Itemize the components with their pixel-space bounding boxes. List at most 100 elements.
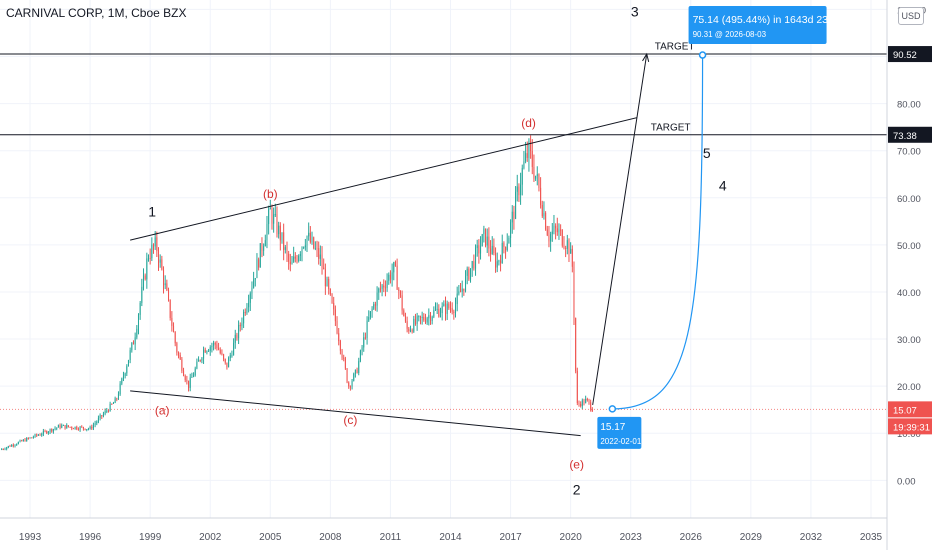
drawing-layer — [0, 52, 887, 437]
candle-body — [421, 316, 423, 318]
candle-body — [578, 403, 580, 405]
candle-body — [106, 410, 108, 412]
price-axis[interactable]: 0.00 10.00 20.00 30.00 40.00 50.00 60.00 70.00 8… — [886, 0, 926, 550]
candle-body — [204, 349, 206, 353]
candle-body — [152, 244, 155, 247]
candle-body — [444, 303, 447, 314]
candle-body — [383, 285, 385, 288]
time-tick-label: 1996 — [79, 532, 102, 543]
candle-body — [198, 360, 200, 362]
candle-body — [561, 230, 563, 246]
candle-body — [401, 295, 403, 311]
candle-body — [84, 428, 86, 430]
candle-body — [409, 329, 411, 332]
candle-body — [139, 302, 141, 315]
candle-body — [249, 293, 251, 303]
candle-body — [468, 268, 470, 280]
candle-body — [525, 153, 527, 162]
candle-body — [481, 234, 483, 247]
time-tick-label: 2020 — [560, 532, 583, 543]
candle-body — [142, 275, 145, 287]
candle-body — [568, 240, 570, 254]
candle-body — [538, 174, 540, 188]
candle-body — [87, 428, 89, 430]
candle-body — [193, 375, 195, 377]
time-axis[interactable]: 1993 1996 1999 2002 2005 2008 2011 2014 2017 2020… — [0, 517, 887, 543]
candle-body — [565, 248, 567, 250]
candle-body — [176, 343, 178, 353]
candle-body — [221, 353, 223, 355]
candle-body — [546, 229, 548, 236]
candle-body — [354, 369, 356, 374]
candle-body — [353, 373, 355, 381]
candle-body — [536, 174, 538, 176]
candle-body — [124, 373, 126, 377]
time-tick-label: 2023 — [620, 532, 643, 543]
time-tick-label: 2026 — [680, 532, 703, 543]
candle-body — [42, 430, 44, 435]
candle-body — [29, 437, 31, 439]
currency-badge[interactable]: USD — [898, 7, 924, 25]
candle-body — [311, 237, 313, 243]
candle-body — [348, 382, 350, 387]
candle-body — [306, 236, 308, 246]
candle-body — [466, 268, 468, 276]
candle-body — [526, 153, 528, 158]
candle-body — [246, 307, 248, 313]
candle-body — [336, 321, 338, 334]
candle-body — [229, 355, 231, 359]
candle-body — [486, 236, 488, 246]
candle-body — [543, 212, 545, 217]
candle-body — [513, 211, 515, 219]
candle-body — [203, 349, 205, 359]
candle-body — [259, 243, 261, 268]
candle-body — [521, 167, 523, 185]
candle-body — [496, 261, 498, 268]
candle-body — [112, 402, 114, 404]
candle-body — [74, 426, 76, 429]
candle-body — [119, 383, 121, 395]
candle-body — [341, 350, 343, 358]
candle-body — [485, 228, 487, 246]
candle-body — [159, 259, 161, 263]
candle-body — [329, 289, 331, 295]
candle-body — [233, 342, 235, 356]
candle-body — [164, 283, 166, 286]
time-tick-label: 2029 — [740, 532, 763, 543]
candle-body — [384, 287, 386, 289]
candle-body — [500, 260, 502, 264]
candle-body — [61, 425, 63, 428]
candle-body — [449, 308, 452, 310]
candle-body — [72, 428, 74, 430]
candle-body — [343, 357, 345, 359]
candle-body — [428, 315, 430, 319]
badge-target-lower-bg — [888, 126, 932, 143]
lower-trendline — [130, 390, 581, 437]
candle-body — [157, 251, 160, 263]
candle-body — [454, 304, 457, 313]
wave-label: 1 — [148, 204, 156, 220]
candle-body — [254, 278, 256, 280]
target-arrow-head — [642, 52, 650, 62]
candle-body — [184, 375, 186, 381]
candle-body — [583, 400, 585, 404]
candle-body — [473, 261, 475, 269]
candle-body — [263, 246, 265, 251]
candle-body — [268, 209, 270, 225]
candle-body — [471, 261, 473, 269]
candle-body — [523, 161, 525, 168]
candle-body — [126, 366, 128, 374]
candle-body — [581, 400, 583, 407]
candle-body — [141, 286, 143, 303]
candle-body — [251, 287, 253, 294]
candle-body — [77, 429, 79, 431]
candle-body — [79, 426, 81, 430]
candle-body — [301, 247, 303, 255]
candle-body — [27, 437, 29, 439]
wave-label: 2 — [573, 481, 581, 497]
time-tick-label: 2005 — [259, 532, 282, 543]
candle-body — [433, 310, 435, 317]
candle-body — [239, 325, 241, 327]
candle-body — [22, 439, 24, 442]
